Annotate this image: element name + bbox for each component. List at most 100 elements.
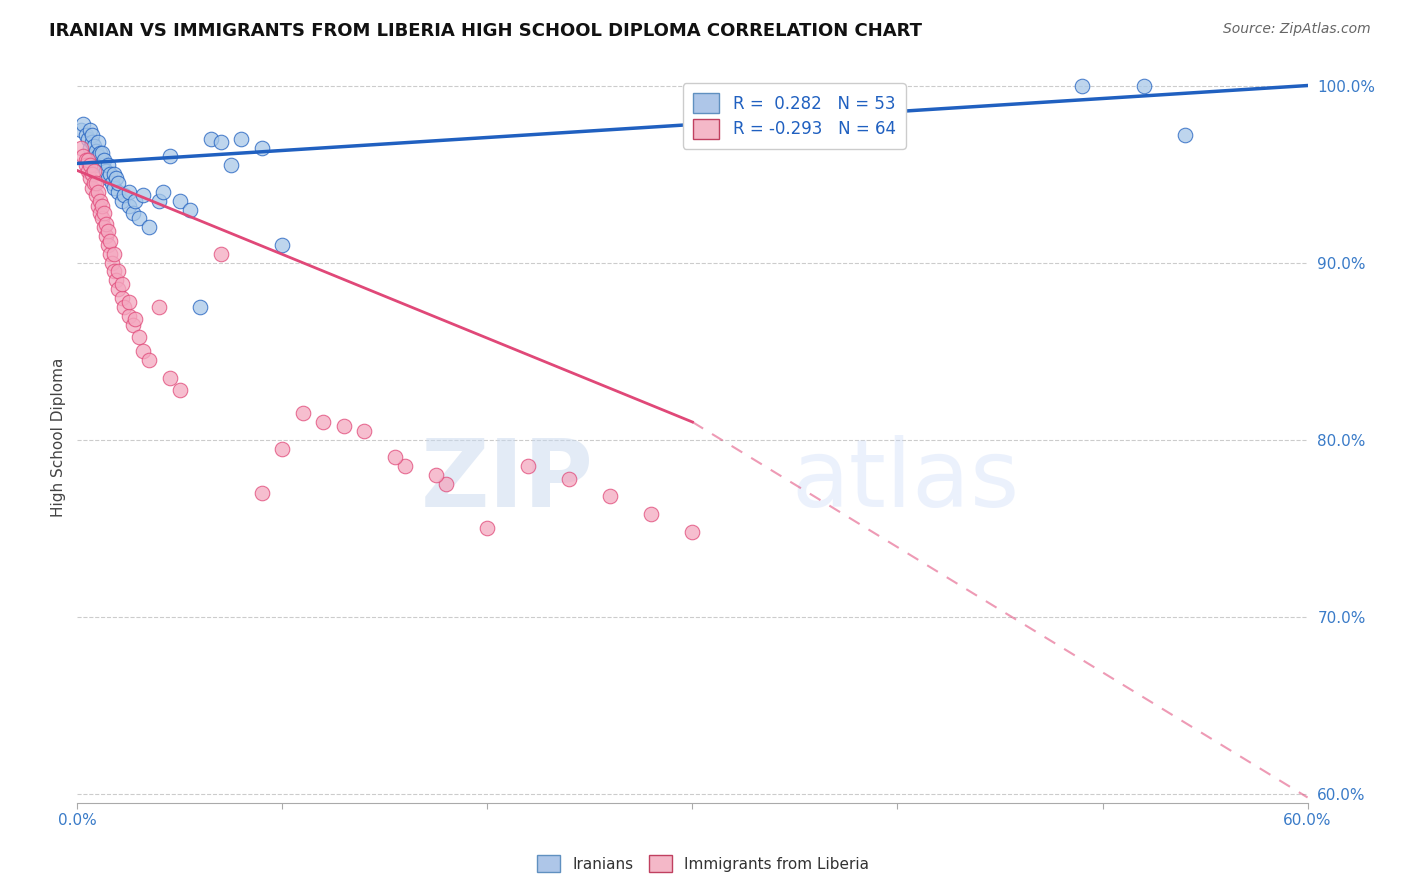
Point (353, 424, 375, 438)
Point (103, 264, 125, 278)
Point (87, 149, 110, 163)
Point (80, 181, 103, 195)
Point (89, 194, 111, 208)
Point (70, 140, 93, 154)
Point (333, 418, 356, 433)
Text: ZIP: ZIP (422, 435, 595, 527)
Point (79, 158, 101, 172)
Point (159, 370, 181, 384)
Point (97, 224, 120, 238)
Point (83, 163, 105, 178)
Point (101, 255, 124, 269)
Point (1071, 78, 1094, 93)
Point (94, 163, 117, 178)
Point (79, 170, 101, 185)
Point (425, 468, 447, 483)
Point (87, 158, 110, 172)
Text: atlas: atlas (792, 435, 1019, 527)
Point (209, 247, 232, 261)
Point (87, 185, 110, 199)
Point (132, 344, 155, 359)
Point (84, 153, 107, 167)
Point (107, 176, 129, 190)
Point (79, 140, 101, 154)
Point (94, 217, 117, 231)
Point (89, 206, 111, 220)
Point (97, 170, 120, 185)
Legend: Iranians, Immigrants from Liberia: Iranians, Immigrants from Liberia (530, 847, 876, 880)
Point (80, 135, 103, 149)
Point (599, 490, 621, 504)
Point (111, 194, 134, 208)
Point (114, 300, 136, 314)
Point (114, 188, 136, 202)
Point (219, 158, 242, 172)
Point (132, 188, 155, 202)
Point (87, 199, 110, 213)
Point (87, 135, 110, 149)
Point (640, 507, 662, 521)
Point (138, 353, 160, 368)
Point (97, 158, 120, 172)
Point (101, 176, 124, 190)
Point (250, 486, 273, 500)
Point (117, 309, 139, 323)
Point (75, 158, 97, 172)
Point (128, 211, 150, 226)
Point (291, 406, 314, 420)
Point (558, 472, 581, 486)
Point (250, 140, 273, 154)
Point (75, 153, 97, 167)
Point (90, 145, 114, 160)
Point (97, 238, 120, 252)
Point (94, 229, 117, 244)
Point (312, 415, 335, 429)
Point (72, 118, 94, 132)
Point (89, 145, 111, 160)
Point (124, 194, 146, 208)
Point (209, 135, 232, 149)
Text: IRANIAN VS IMMIGRANTS FROM LIBERIA HIGH SCHOOL DIPLOMA CORRELATION CHART: IRANIAN VS IMMIGRANTS FROM LIBERIA HIGH … (49, 22, 922, 40)
Legend: R =  0.282   N = 53, R = -0.293   N = 64: R = 0.282 N = 53, R = -0.293 N = 64 (682, 83, 905, 148)
Point (105, 170, 128, 185)
Point (70, 123, 93, 137)
Point (75, 128, 97, 142)
Point (117, 185, 139, 199)
Point (111, 291, 134, 305)
Point (107, 282, 129, 296)
Point (93, 206, 115, 220)
Point (90, 199, 114, 213)
Point (117, 294, 139, 309)
Point (80, 128, 103, 142)
Point (76, 131, 98, 145)
Point (90, 211, 114, 226)
Point (384, 450, 406, 465)
Point (83, 149, 105, 163)
Point (1174, 128, 1197, 142)
Point (188, 300, 212, 314)
Point (477, 521, 499, 535)
Point (121, 206, 143, 220)
Point (128, 330, 150, 344)
Point (394, 459, 416, 474)
Point (79, 123, 101, 137)
Y-axis label: High School Diploma: High School Diploma (51, 358, 66, 516)
Point (148, 194, 170, 208)
Point (105, 273, 128, 287)
Point (84, 144, 107, 158)
Point (84, 176, 107, 190)
Point (103, 181, 125, 195)
Point (124, 312, 146, 326)
Point (98, 235, 121, 249)
Point (179, 202, 201, 217)
Point (80, 167, 103, 181)
Point (83, 138, 105, 153)
Point (93, 220, 115, 235)
Point (103, 167, 125, 181)
Point (271, 442, 294, 456)
Point (152, 185, 174, 199)
Point (103, 247, 125, 261)
Text: Source: ZipAtlas.com: Source: ZipAtlas.com (1223, 22, 1371, 37)
Point (98, 247, 121, 261)
Point (148, 300, 170, 314)
